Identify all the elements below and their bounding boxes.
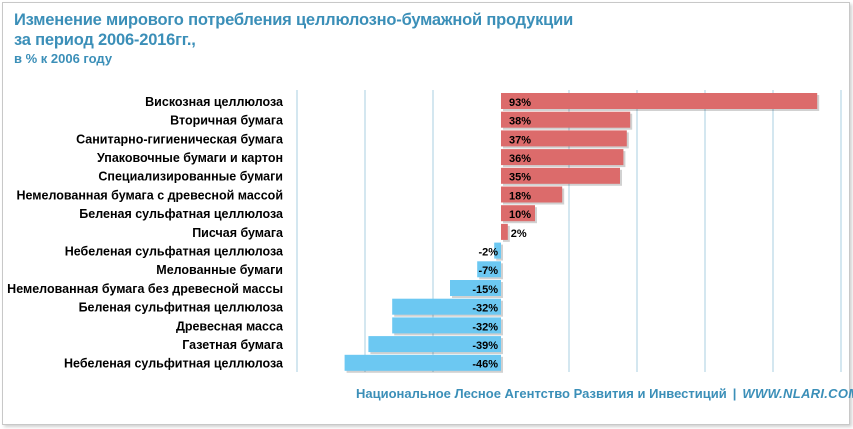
category-label: Специализированные бумаги (98, 170, 283, 184)
bar (501, 130, 627, 147)
data-label: 38% (509, 116, 531, 128)
category-label: Беленая сульфатная целлюлоза (79, 207, 284, 221)
category-label: Беленая сульфитная целлюлоза (79, 301, 284, 315)
data-label: -39% (472, 340, 498, 352)
category-label: Вискозная целлюлоза (145, 95, 284, 109)
bar (477, 261, 501, 278)
source-url-link[interactable]: WWW.NLARI.COM (742, 386, 853, 401)
data-label: 10% (509, 209, 531, 221)
data-label: 37% (509, 134, 531, 146)
data-label: -15% (472, 284, 498, 296)
category-label: Санитарно-гигиеническая бумага (76, 132, 284, 146)
bar (501, 93, 818, 109)
category-label: Вторичная бумага (170, 114, 284, 128)
chart-subtitle: в % к 2006 году (14, 51, 113, 66)
category-label: Мелованные бумаги (156, 263, 283, 277)
category-label: Немелованная бумага с древесной массой (16, 188, 283, 202)
bar (501, 149, 624, 166)
data-label: 35% (509, 172, 531, 184)
data-label: -7% (478, 265, 498, 277)
data-label: -46% (472, 359, 498, 371)
chart-title-line-1: Изменение мирового потребления целлюлозн… (14, 11, 574, 29)
bar (368, 336, 501, 353)
category-labels: Вискозная целлюлоза Вторичная бумага Санит… (7, 95, 284, 371)
source-organization: Национальное Лесное Агентство Развития и… (356, 386, 727, 401)
data-label: -32% (472, 321, 498, 333)
data-label: 2% (511, 228, 527, 240)
category-label: Небеленая сульфитная целлюлоза (64, 357, 284, 371)
category-label: Писчая бумага (192, 226, 284, 240)
bar (344, 354, 501, 371)
source-footer: Национальное Лесное Агентство Развития и… (356, 386, 853, 401)
footer-separator: | (732, 386, 737, 401)
data-label: 36% (509, 153, 531, 165)
data-label: 93% (509, 97, 531, 109)
bar (501, 205, 535, 222)
bar-series (344, 93, 820, 373)
bar (501, 223, 508, 240)
data-label: -32% (472, 303, 498, 315)
chart-title-line-2: за период 2006-2016гг., (14, 31, 196, 49)
category-label: Древесная масса (176, 319, 284, 333)
data-labels: 93% 38% 37% 36% 35% 18% 10% 2% -2% -7% -15% -32% -32… (472, 97, 531, 371)
chart-title: Изменение мирового потребления целлюлозн… (14, 10, 573, 68)
data-label: 18% (509, 190, 531, 202)
bar (494, 242, 501, 259)
data-label: -2% (478, 246, 498, 258)
category-label: Упаковочные бумаги и картон (97, 151, 283, 165)
bar (392, 317, 501, 334)
category-label: Небеленая сульфатная целлюлоза (65, 244, 284, 258)
category-label: Немелованная бумага без древесной массы (7, 282, 283, 296)
bar (392, 298, 501, 315)
bar (450, 280, 501, 296)
bar (501, 111, 631, 128)
bar (501, 186, 563, 203)
bar (501, 167, 620, 184)
category-label: Газетная бумага (182, 338, 284, 352)
